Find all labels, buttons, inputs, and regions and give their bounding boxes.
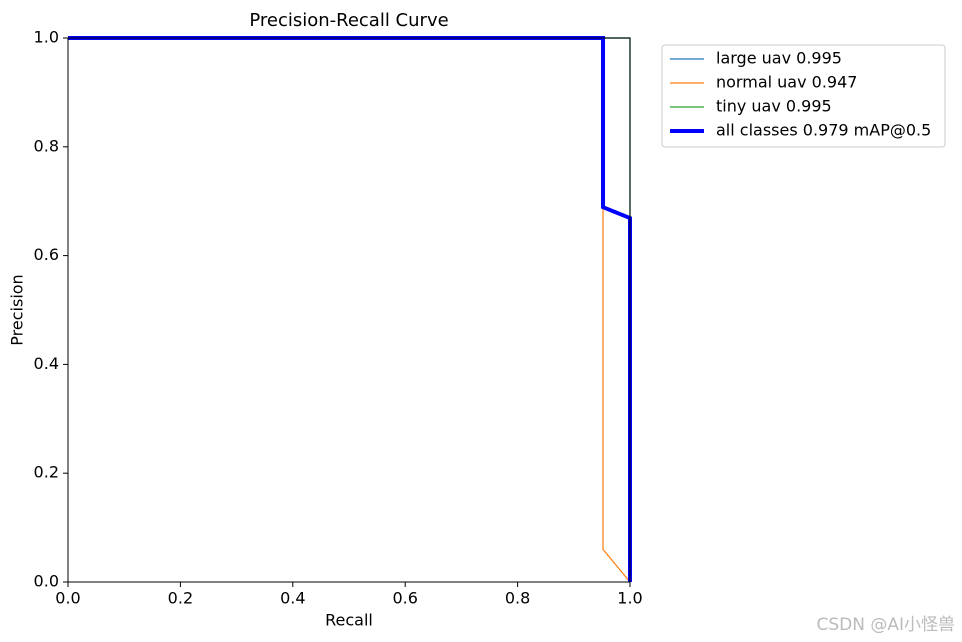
y-tick-label: 0.8	[34, 136, 59, 155]
legend-box	[661, 44, 946, 148]
series-line	[68, 36, 632, 582]
y-tick-label: 0.6	[34, 245, 59, 264]
plot-frame	[67, 37, 631, 583]
series-line	[68, 37, 631, 582]
x-tick-label: 0.8	[505, 589, 530, 608]
y-tick-label: 0.4	[34, 354, 59, 373]
x-tick-label: 0.2	[168, 589, 193, 608]
chart-title: Precision-Recall Curve	[249, 10, 448, 31]
y-tick-label: 1.0	[34, 28, 59, 47]
x-tick-label: 0.0	[55, 589, 80, 608]
x-tick-label: 0.6	[392, 589, 417, 608]
series-line	[68, 37, 631, 583]
y-tick-label: 0.0	[34, 572, 59, 591]
y-axis-label: Precision	[8, 274, 27, 345]
legend-label: tiny uav 0.995	[716, 97, 832, 116]
legend-label: large uav 0.995	[716, 49, 842, 68]
legend-label: normal uav 0.947	[716, 73, 857, 92]
watermark: CSDN @AI小怪兽	[816, 615, 955, 635]
x-axis-label: Recall	[325, 611, 373, 630]
x-tick-label: 1.0	[617, 589, 642, 608]
legend-label: all classes 0.979 mAP@0.5	[716, 121, 931, 140]
y-tick-label: 0.2	[34, 463, 59, 482]
series-line	[68, 37, 631, 582]
x-tick-label: 0.4	[280, 589, 305, 608]
